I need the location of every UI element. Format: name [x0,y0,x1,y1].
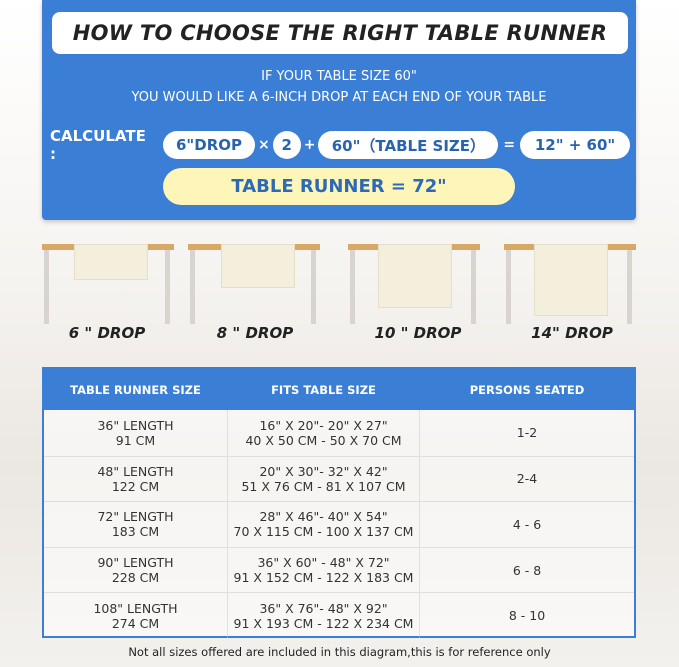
size-cm: 228 CM [111,570,160,586]
fits-inches: 36" X 60" - 48" X 72" [257,555,390,571]
table-illustration-14 [504,244,636,324]
size-inches: 72" LENGTH [97,509,174,525]
calculation-panel: HOW TO CHOOSE THE RIGHT TABLE RUNNER IF … [42,0,636,220]
table-illustration-10 [348,244,480,324]
table-row: 36" LENGTH 91 CM 16" X 20"- 20" X 27" 40 X… [44,410,634,456]
size-table: TABLE RUNNER SIZE FITS TABLE SIZE PERSON… [42,367,636,638]
fits-cm: 91 X 152 CM - 122 X 183 CM [233,570,414,586]
page-title: HOW TO CHOOSE THE RIGHT TABLE RUNNER [52,12,628,54]
header-fits-table: FITS TABLE SIZE [271,382,376,397]
fits-table-cell: 28" X 46"- 40" X 54" 70 X 115 CM - 100 X … [227,502,420,547]
drop-pill: 6"DROP [163,131,255,159]
size-cm: 183 CM [111,524,160,540]
plus-sign: + [303,137,316,153]
table-row: 72" LENGTH 183 CM 28" X 46"- 40" X 54" 70 … [44,501,634,547]
table-illustration-6 [42,244,174,324]
fits-table-cell: 20" X 30"- 32" X 42" 51 X 76 CM - 81 X 10… [227,456,420,502]
table-size-pill: 60"（TABLE SIZE） [318,131,499,159]
runner-size-cell: 36" LENGTH 91 CM [44,418,227,448]
multiplier-pill: 2 [272,131,301,159]
table-illustration-8 [188,244,320,324]
table-header: TABLE RUNNER SIZE FITS TABLE SIZE PERSON… [44,369,634,410]
calculate-label: CALCULATE : [50,127,146,163]
fits-cm: 91 X 193 CM - 122 X 234 CM [233,615,414,631]
persons-cell: 8 - 10 [508,608,546,624]
subtitle-line-2: YOU WOULD LIKE A 6-INCH DROP AT EACH END… [131,90,547,105]
fits-cm: 40 X 50 CM - 50 X 70 CM [245,432,402,448]
subtitle-line-1: IF YOUR TABLE SIZE 60" [261,69,417,84]
drop-label-8: 8 " DROP [216,324,294,342]
table-row: 108" LENGTH 274 CM 36" X 76"- 48" X 92" 91… [44,592,634,638]
runner-size-cell: 72" LENGTH 183 CM [44,509,227,539]
fits-table-cell: 36" X 76"- 48" X 92" 91 X 193 CM - 122 X … [227,593,420,638]
fits-cm: 51 X 76 CM - 81 X 107 CM [241,478,406,494]
persons-cell: 6 - 8 [512,562,542,578]
size-inches: 90" LENGTH [97,555,174,571]
size-inches: 36" LENGTH [97,417,174,433]
times-sign: × [257,137,270,153]
fits-table-cell: 16" X 20"- 20" X 27" 40 X 50 CM - 50 X 70… [227,410,420,456]
size-inches: 48" LENGTH [97,463,174,479]
table-row: 48" LENGTH 122 CM 20" X 30"- 32" X 42" 51 … [44,455,634,502]
fits-inches: 20" X 30"- 32" X 42" [259,463,388,479]
runner-size-cell: 108" LENGTH 274 CM [44,601,227,631]
persons-cell: 1-2 [516,425,538,441]
size-inches: 108" LENGTH [93,600,178,616]
header-runner-size: TABLE RUNNER SIZE [70,382,201,397]
drop-label-10: 10 " DROP [374,324,462,342]
equals-sign: = [503,137,516,153]
fits-cm: 70 X 115 CM - 100 X 137 CM [233,524,414,540]
fits-inches: 28" X 46"- 40" X 54" [259,509,388,525]
table-row: 90" LENGTH 228 CM 36" X 60" - 48" X 72" 91… [44,546,634,593]
drop-label-14: 14" DROP [531,324,613,342]
persons-cell: 2-4 [516,471,538,487]
fits-inches: 16" X 20"- 20" X 27" [259,417,388,433]
persons-cell: 4 - 6 [512,516,542,532]
runner-size-cell: 90" LENGTH 228 CM [44,555,227,585]
fits-table-cell: 36" X 60" - 48" X 72" 91 X 152 CM - 122 X… [227,547,420,593]
calculation-row: CALCULATE : 6"DROP × 2 + 60"（TABLE SIZE）… [50,127,631,163]
size-cm: 122 CM [111,478,160,494]
footnote: Not all sizes offered are included in th… [128,645,551,659]
sum-pill: 12" + 60" [520,131,631,159]
runner-size-cell: 48" LENGTH 122 CM [44,464,227,494]
fits-inches: 36" X 76"- 48" X 92" [259,600,388,616]
result-pill: TABLE RUNNER = 72" [163,168,515,205]
size-cm: 274 CM [111,615,160,631]
header-persons: PERSONS SEATED [469,382,585,397]
drop-label-6: 6 " DROP [68,324,146,342]
size-cm: 91 CM [115,432,156,448]
